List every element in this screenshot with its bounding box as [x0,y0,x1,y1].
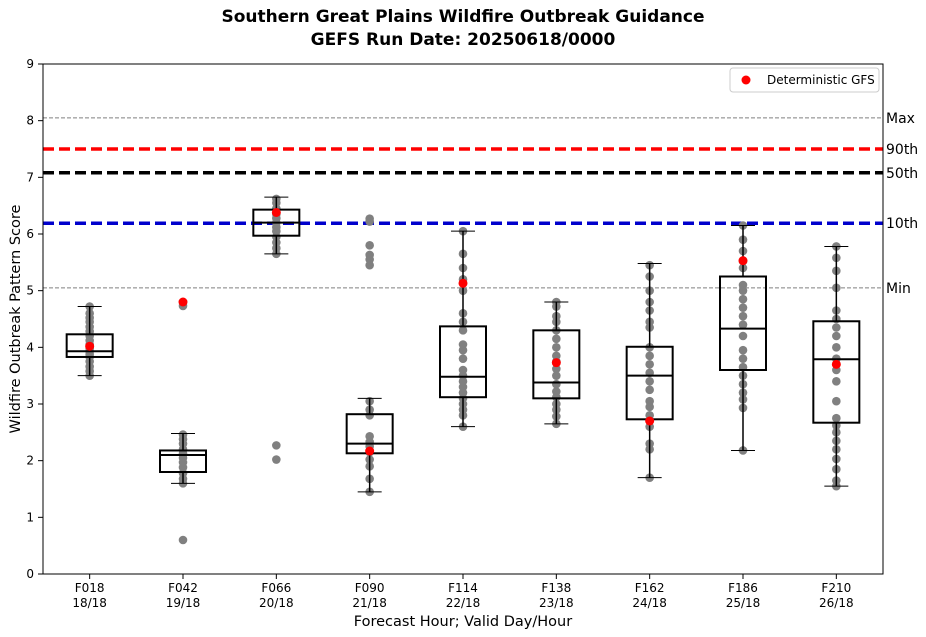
legend-marker-icon [741,75,751,85]
box-iqr [532,329,581,400]
gfs-point [645,416,655,426]
gfs-point [178,297,188,307]
box-iqr [812,320,861,424]
member-point [645,396,654,406]
member-point [645,351,654,361]
member-point [552,343,561,352]
x-tick-label-valid: 22/18 [446,596,481,610]
y-tick-label: 1 [26,510,34,524]
x-tick-label-valid: 25/18 [726,596,761,610]
reference-label-max: Max [886,111,915,127]
y-tick-label: 7 [26,170,34,184]
member-point [552,351,561,361]
x-tick-label-valid: 21/18 [352,596,387,610]
member-point [645,385,654,395]
x-tick-label-hour: F210 [821,581,851,595]
member-point [738,311,748,321]
gfs-point [271,207,281,217]
member-point [272,441,281,450]
y-tick-label: 8 [26,114,34,128]
reference-label-90th: 90th [886,142,918,158]
legend-label: Deterministic GFS [767,73,875,87]
x-axis-label: Forecast Hour; Valid Day/Hour [354,614,572,630]
y-tick-label: 9 [26,57,34,71]
member-point [458,326,468,335]
x-tick-label-hour: F066 [261,581,291,595]
box-iqr [439,325,487,399]
member-point [365,241,374,250]
member-point [832,377,841,386]
member-point [832,413,841,423]
member-point [738,331,748,341]
x-tick-label-valid: 24/18 [632,596,667,610]
legend-box [729,67,880,93]
x-tick-label-hour: F138 [541,581,571,595]
member-point [365,432,374,441]
member-point [552,387,561,396]
member-point [738,303,748,312]
gfs-point [831,359,841,369]
box-iqr [159,449,207,474]
x-tick-label-valid: 18/18 [72,596,107,610]
member-point [738,280,748,290]
y-tick-label: 0 [26,567,34,581]
member-point [272,455,281,464]
y-tick-label: 3 [26,397,34,411]
member-point [738,294,748,304]
gfs-point [458,278,468,288]
member-point [365,250,374,260]
plot-frame [42,63,884,575]
reference-label-10th: 10th [886,216,918,232]
member-point [832,323,841,332]
y-tick-label: 6 [26,227,34,241]
gfs-point [365,446,375,456]
chart-subtitle: GEFS Run Date: 20250618/0000 [311,30,616,50]
member-point [832,331,841,341]
gfs-point [85,341,95,351]
y-tick-label: 5 [26,284,34,298]
member-point [645,377,654,386]
y-axis-label: Wildfire Outbreak Pattern Score [8,204,24,433]
x-tick-label-valid: 19/18 [166,596,201,610]
gfs-point [738,256,748,266]
member-point [552,379,561,389]
member-point [552,364,561,374]
member-point [832,343,841,352]
box-iqr [719,275,767,371]
member-point [458,365,468,375]
x-tick-label-hour: F042 [168,581,198,595]
member-point [738,354,748,363]
x-tick-label-hour: F162 [635,581,665,595]
member-point [552,334,561,344]
x-tick-label-hour: F186 [728,581,758,595]
member-point [365,214,374,223]
member-point [738,345,748,355]
member-point [178,535,188,545]
x-tick-label-valid: 23/18 [539,596,574,610]
member-point [458,354,468,363]
member-point [458,340,468,349]
y-tick-label: 4 [26,340,34,354]
member-point [552,371,561,380]
legend: Deterministic GFS [729,67,880,93]
x-tick-label-hour: F114 [448,581,478,595]
x-tick-label-valid: 20/18 [259,596,294,610]
x-tick-label-hour: F018 [75,581,105,595]
member-point [738,320,748,329]
reference-label-min: Min [886,281,911,297]
member-point [832,396,841,406]
reference-label-50th: 50th [886,166,918,182]
gfs-point [551,358,561,368]
x-tick-label-valid: 26/18 [819,596,854,610]
chart-title: Southern Great Plains Wildfire Outbreak … [222,7,705,27]
member-point [645,360,654,369]
box-iqr [65,333,114,358]
x-tick-label-hour: F090 [355,581,385,595]
y-tick-label: 2 [26,454,34,468]
